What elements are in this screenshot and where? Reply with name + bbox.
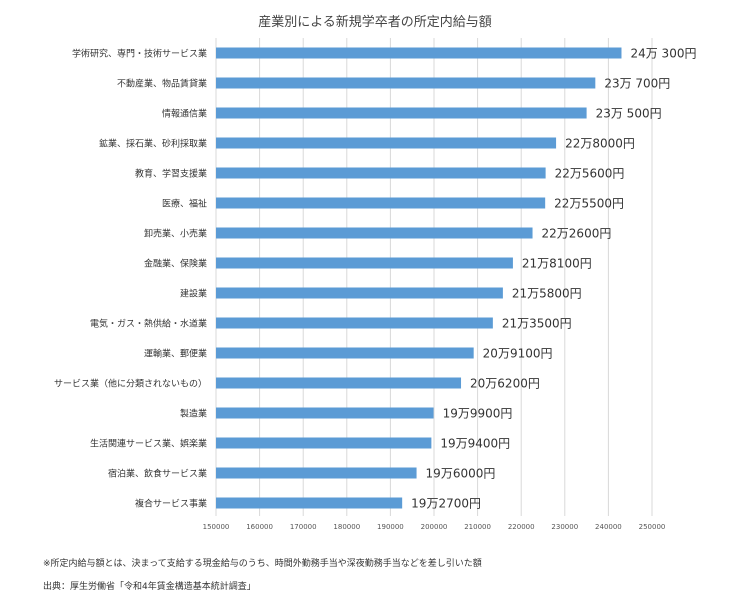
bar xyxy=(216,257,513,269)
category-label: 電気・ガス・熱供給・水道業 xyxy=(90,318,207,330)
category-label: 金融業、保険業 xyxy=(144,258,207,270)
bar xyxy=(216,47,622,59)
category-label: 医療、福祉 xyxy=(162,198,207,210)
bar xyxy=(216,497,403,509)
bar xyxy=(216,77,596,89)
data-label: 24万 300円 xyxy=(630,47,696,61)
x-tick-label: 160000 xyxy=(246,523,273,531)
bar xyxy=(216,107,587,119)
x-tick-label: 200000 xyxy=(421,523,448,531)
x-tick-label: 220000 xyxy=(508,523,535,531)
data-label: 19万9400円 xyxy=(440,437,510,451)
data-label: 21万5800円 xyxy=(512,287,582,301)
x-tick-label: 210000 xyxy=(464,523,491,531)
bar xyxy=(216,407,434,419)
bar-chart: 150000 160000 170000 180000 190000 200000 2100… xyxy=(54,38,696,532)
bar xyxy=(216,437,432,449)
category-label: 複合サービス事業 xyxy=(135,498,207,510)
x-tick-label: 180000 xyxy=(333,523,360,531)
bar xyxy=(216,287,503,299)
bar xyxy=(216,137,557,149)
category-label: サービス業（他に分類されないもの） xyxy=(54,378,207,390)
data-label: 19万9900円 xyxy=(443,407,513,421)
category-label: 鉱業、採石業、砂利採取業 xyxy=(99,138,207,150)
x-tick-label: 150000 xyxy=(203,523,230,531)
bar xyxy=(216,197,546,209)
bars xyxy=(216,47,622,509)
category-label: 卸売業、小売業 xyxy=(144,228,207,240)
bar xyxy=(216,167,546,179)
data-label: 23万 500円 xyxy=(596,107,662,121)
data-label: 19万2700円 xyxy=(411,497,481,511)
bar xyxy=(216,347,474,359)
x-tick-label: 190000 xyxy=(377,523,404,531)
bar xyxy=(216,377,462,389)
data-label: 22万5500円 xyxy=(554,197,624,211)
category-label: 運輸業、郵便業 xyxy=(144,348,207,360)
bar xyxy=(216,467,417,479)
source-note: 出典：厚生労働省「令和4年賃金構造基本統計調査」 xyxy=(43,582,256,592)
data-label: 20万9100円 xyxy=(483,347,553,361)
category-label: 建設業 xyxy=(180,288,207,300)
x-tick-label: 240000 xyxy=(595,523,622,531)
data-label: 19万6000円 xyxy=(426,467,496,481)
data-label: 21万8100円 xyxy=(522,257,592,271)
chart-title: 産業別による新規学卒者の所定内給与額 xyxy=(258,15,492,30)
category-label: 宿泊業、飲食サービス業 xyxy=(108,468,207,480)
category-label: 学術研究、専門・技術サービス業 xyxy=(72,48,207,60)
footnote: ※所定内給与額とは、決まって支給する現金給与のうち、時間外勤務手当や深夜勤務手当… xyxy=(43,559,482,569)
data-label: 22万2600円 xyxy=(542,227,612,241)
data-label: 22万8000円 xyxy=(565,137,635,151)
labels: 150000 160000 170000 180000 190000 200000 2100… xyxy=(54,47,696,532)
bar xyxy=(216,317,493,329)
category-label: 不動産業、物品賃貸業 xyxy=(117,78,207,90)
x-tick-label: 250000 xyxy=(639,523,666,531)
category-label: 製造業 xyxy=(180,408,207,420)
category-label: 情報通信業 xyxy=(162,108,207,120)
bar xyxy=(216,227,533,239)
x-tick-label: 230000 xyxy=(551,523,578,531)
data-label: 21万3500円 xyxy=(502,317,572,331)
data-label: 20万6200円 xyxy=(470,377,540,391)
data-label: 22万5600円 xyxy=(555,167,625,181)
x-tick-label: 170000 xyxy=(290,523,317,531)
category-label: 教育、学習支援業 xyxy=(135,168,207,180)
category-label: 生活関連サービス業、娯楽業 xyxy=(90,438,207,450)
data-label: 23万 700円 xyxy=(604,77,670,91)
